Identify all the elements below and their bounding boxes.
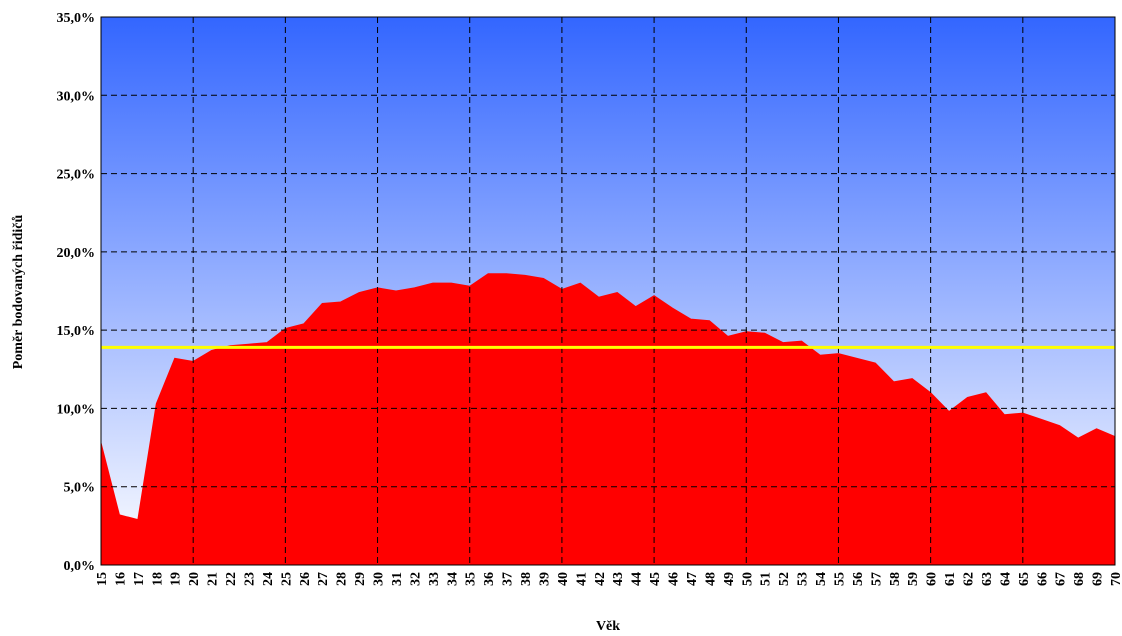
x-tick-label: 19: [169, 572, 184, 586]
x-tick-label: 25: [279, 572, 294, 586]
x-tick-label: 37: [501, 572, 516, 586]
x-tick-label: 34: [445, 572, 460, 586]
x-axis-label: Věk: [596, 619, 620, 634]
x-tick-label: 30: [372, 572, 387, 586]
x-tick-label: 31: [390, 572, 405, 586]
x-tick-label: 32: [408, 572, 423, 586]
x-tick-label: 45: [648, 572, 663, 586]
x-tick-label: 70: [1109, 572, 1122, 586]
x-tick-label: 21: [206, 572, 221, 586]
x-tick-label: 60: [925, 572, 940, 586]
y-tick-label: 25,0%: [57, 168, 96, 183]
x-tick-label: 20: [187, 572, 202, 586]
x-tick-label: 41: [574, 572, 589, 586]
y-tick-label: 15,0%: [57, 324, 96, 339]
x-tick-label: 23: [242, 572, 257, 586]
x-tick-label: 66: [1035, 572, 1050, 586]
x-tick-label: 61: [943, 572, 958, 586]
y-tick-label: 20,0%: [57, 246, 96, 261]
x-tick-label: 40: [556, 572, 571, 586]
x-tick-label: 17: [132, 572, 147, 586]
x-tick-label: 39: [537, 572, 552, 586]
x-tick-label: 52: [777, 572, 792, 586]
x-tick-label: 50: [740, 572, 755, 586]
x-tick-label: 38: [519, 572, 534, 586]
x-tick-label: 44: [630, 572, 645, 586]
x-tick-label: 69: [1091, 572, 1106, 586]
x-tick-label: 26: [298, 572, 313, 586]
y-tick-label: 5,0%: [64, 481, 96, 496]
x-tick-label: 18: [150, 572, 165, 586]
x-tick-label: 28: [335, 572, 350, 586]
x-tick-label: 43: [611, 572, 626, 586]
x-tick-label: 62: [962, 572, 977, 586]
x-tick-label: 29: [353, 572, 368, 586]
x-tick-label: 22: [224, 572, 239, 586]
y-axis-label: Poměr bodovaných řidičů: [11, 215, 26, 370]
x-tick-label: 68: [1072, 572, 1087, 586]
x-tick-label: 27: [316, 572, 331, 586]
y-tick-label: 10,0%: [57, 402, 96, 417]
y-tick-label: 30,0%: [57, 89, 96, 104]
plot-border: [100, 16, 1116, 566]
y-tick-label: 0,0%: [64, 559, 96, 574]
x-tick-label: 24: [261, 572, 276, 586]
x-tick-label: 54: [814, 572, 829, 586]
y-tick-label: 35,0%: [57, 11, 96, 26]
x-tick-label: 46: [667, 572, 682, 586]
x-tick-label: 36: [482, 572, 497, 586]
x-tick-label: 51: [759, 572, 774, 586]
x-tick-label: 64: [998, 572, 1013, 586]
x-tick-label: 33: [427, 572, 442, 586]
x-tick-label: 67: [1054, 572, 1069, 586]
x-tick-label: 65: [1017, 572, 1032, 586]
x-tick-label: 55: [832, 572, 847, 586]
x-tick-label: 47: [685, 572, 700, 586]
x-tick-label: 63: [980, 572, 995, 586]
x-tick-label: 57: [869, 572, 884, 586]
x-tick-label: 15: [95, 572, 110, 586]
x-tick-label: 35: [464, 572, 479, 586]
x-tick-label: 42: [593, 572, 608, 586]
x-tick-label: 48: [703, 572, 718, 586]
x-tick-label: 58: [888, 572, 903, 586]
x-tick-label: 49: [722, 572, 737, 586]
x-tick-label: 16: [113, 572, 128, 586]
x-tick-label: 53: [796, 572, 811, 586]
x-tick-label: 56: [851, 572, 866, 586]
x-tick-label: 59: [906, 572, 921, 586]
